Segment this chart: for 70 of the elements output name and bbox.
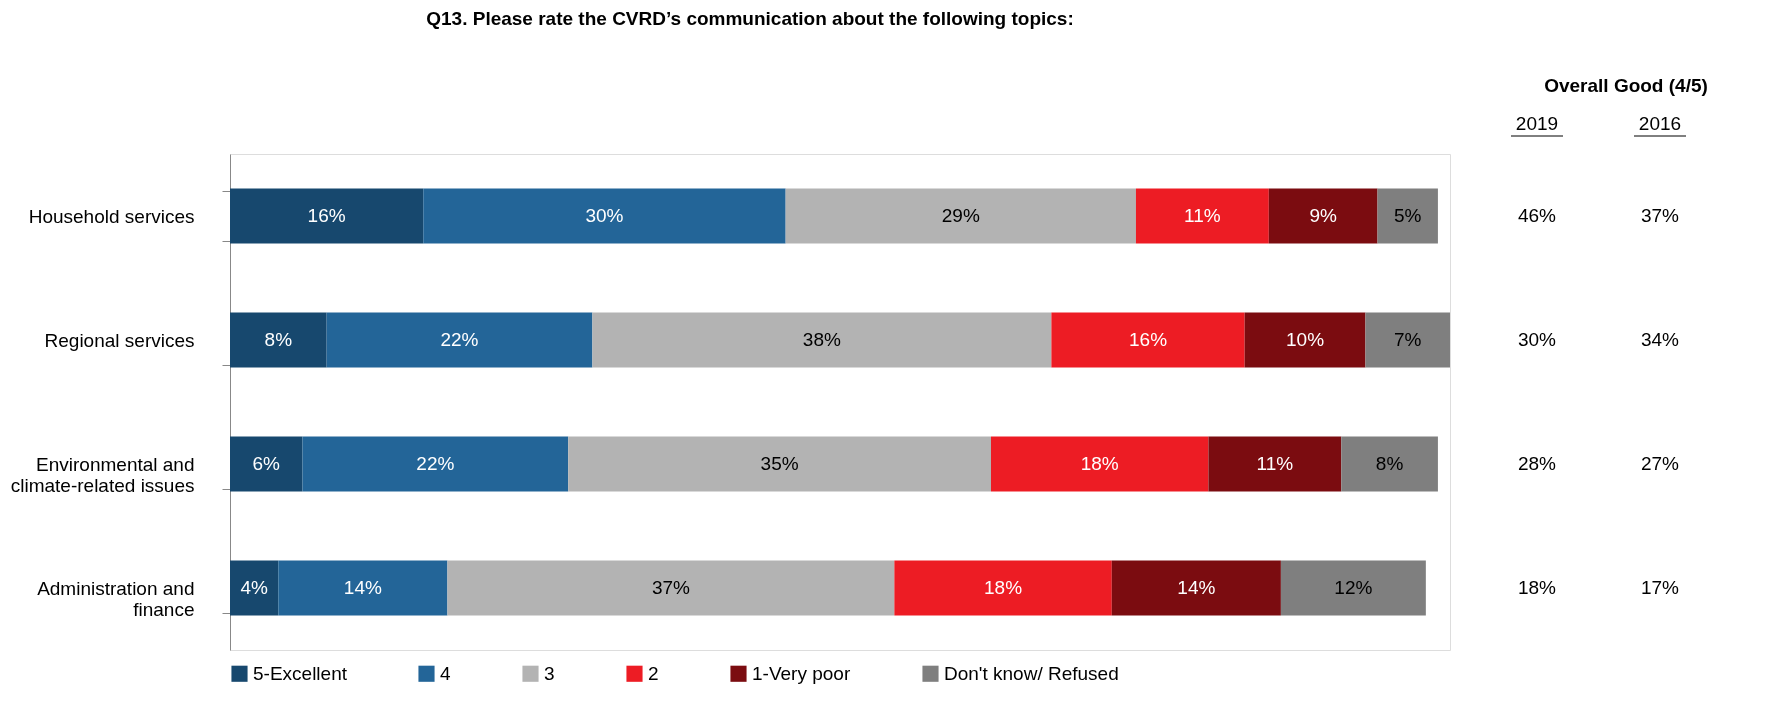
bar (1365, 312, 1450, 368)
text: 30% (1517, 329, 1557, 350)
bar (1111, 560, 1281, 616)
text: 18% (1517, 577, 1557, 598)
bar (423, 188, 786, 244)
data-label: 6% (252, 453, 281, 474)
data-label: 30% (585, 205, 624, 226)
legend-label: 2 (648, 662, 659, 684)
y-tick-label: Household services (28, 205, 195, 227)
text: 37% (1640, 205, 1680, 226)
data-label: 7% (1393, 329, 1422, 350)
data-label: 22% (440, 329, 479, 350)
data-label: 8% (1375, 453, 1404, 474)
text: 27% (1640, 453, 1680, 474)
data-label: 12% (1334, 577, 1373, 598)
data-label: 8% (264, 329, 293, 350)
data-label: 18% (984, 577, 1023, 598)
bar (1244, 312, 1366, 368)
bar (592, 312, 1052, 368)
bar (894, 560, 1112, 616)
y-tick-label: Environmental and climate-related issues (10, 453, 195, 496)
bar (1280, 560, 1426, 616)
bar (326, 312, 593, 368)
data-label: 16% (307, 205, 346, 226)
text: 2019 (1515, 113, 1559, 134)
data-label: 11% (1256, 453, 1294, 474)
legend-label: 5-Excellent (253, 662, 348, 684)
data-label: 16% (1129, 329, 1168, 350)
bar (230, 436, 303, 492)
data-label: 37% (651, 577, 691, 598)
bar (230, 312, 327, 368)
data-label: 18% (1080, 453, 1119, 474)
data-label: 14% (343, 577, 382, 598)
bar (1341, 436, 1438, 492)
data-label: 22% (416, 453, 455, 474)
bar (568, 436, 991, 492)
text: 2016 (1638, 113, 1682, 134)
data-label: 38% (802, 329, 841, 350)
data-label: 5% (1393, 205, 1422, 226)
bar (230, 188, 424, 244)
data-label: 4% (240, 577, 268, 598)
data-label: 14% (1177, 577, 1216, 598)
text: 34% (1640, 329, 1680, 350)
bar (1377, 188, 1438, 244)
bar (447, 560, 895, 616)
bar (1268, 188, 1378, 244)
data-label: 29% (941, 205, 980, 226)
bar (1208, 436, 1342, 492)
bar (278, 560, 448, 616)
legend-label: 4 (440, 662, 451, 684)
chart-title: Q13. Please rate the CVRD’s communication about the following topics: (426, 8, 1074, 29)
text: 28% (1517, 453, 1557, 474)
bar (785, 188, 1136, 244)
legend-label: 3 (544, 662, 555, 684)
text: 46% (1517, 205, 1557, 226)
text: 17% (1640, 577, 1680, 598)
data-label: 9% (1309, 205, 1337, 226)
bar (230, 560, 279, 616)
data-label: 11% (1184, 205, 1221, 226)
y-tick-label: Administration and finance (37, 577, 195, 620)
bar (990, 436, 1209, 492)
y-tick-label: Regional services (44, 329, 195, 351)
bar (1135, 188, 1269, 244)
bar (302, 436, 569, 492)
data-label: 35% (760, 453, 799, 474)
data-label: 10% (1286, 329, 1325, 350)
bar (1051, 312, 1245, 368)
legend-label: 1-Very poor (752, 662, 851, 684)
legend-label: Don't know/ Refused (944, 662, 1119, 684)
text: Overall Good (4/5) (1544, 75, 1708, 96)
